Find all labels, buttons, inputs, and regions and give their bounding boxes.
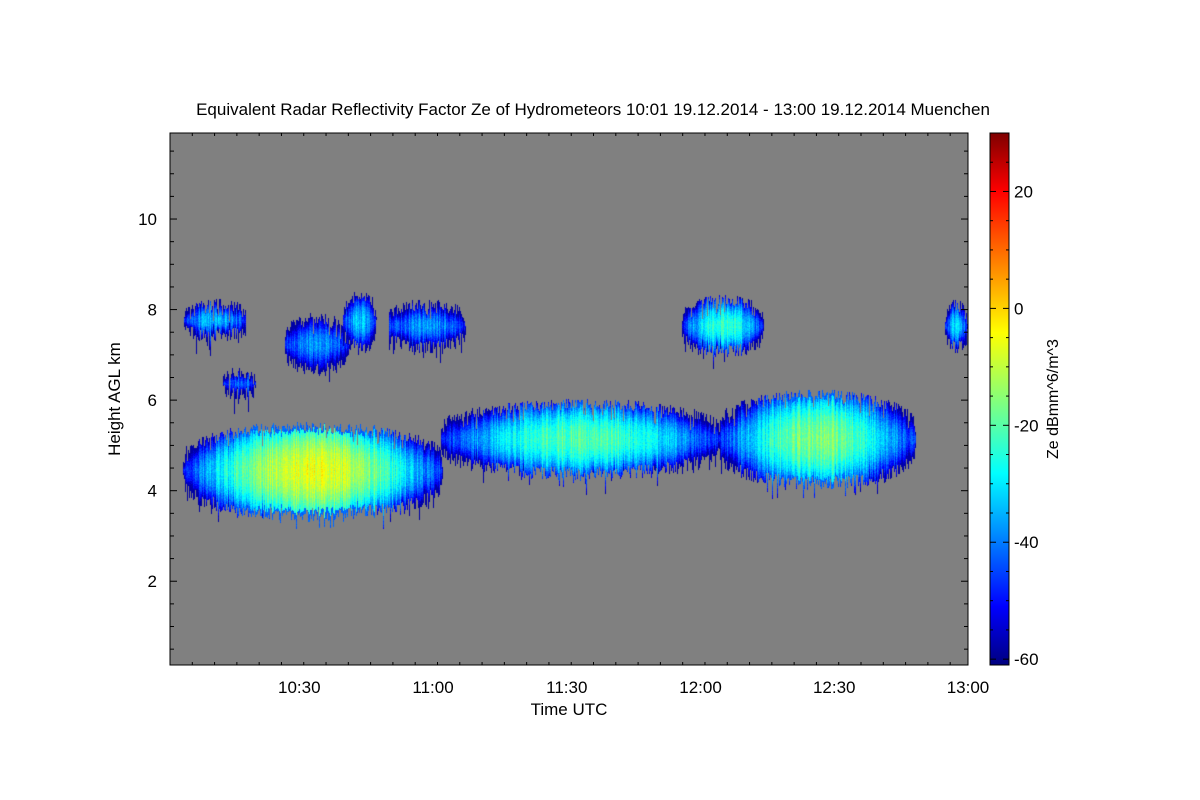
colorbar-label: Ze dBmm^6/m^3	[1045, 339, 1062, 459]
colorbar-gradient	[989, 132, 1010, 666]
colorbar-tick-label: -60	[1014, 650, 1039, 669]
x-axis: 10:30 11:00 11:30 12:00 12:30 13:00	[169, 133, 990, 697]
x-axis-label: Time UTC	[531, 700, 608, 719]
y-tick-label: 4	[148, 482, 157, 501]
y-tick-label: 8	[148, 301, 157, 320]
x-tick-label: 12:30	[813, 678, 856, 697]
colorbar-ticks: -60 -40 -20 0 20	[990, 132, 1039, 669]
x-tick-label: 11:30	[546, 678, 587, 697]
colorbar-tick-label: 20	[1014, 182, 1033, 201]
chart-title: Equivalent Radar Reflectivity Factor Ze …	[196, 100, 990, 119]
y-axis-label: Height AGL km	[105, 342, 124, 456]
y-tick-label: 6	[148, 391, 157, 410]
plot-frame	[169, 132, 969, 666]
x-tick-label: 12:00	[679, 678, 722, 697]
x-tick-label: 10:30	[278, 678, 321, 697]
y-tick-label: 10	[138, 210, 157, 229]
x-tick-label: 11:00	[412, 678, 453, 697]
colorbar-tick-label: -20	[1014, 416, 1039, 435]
colorbar	[989, 132, 1010, 666]
colorbar-tick-label: 0	[1014, 299, 1023, 318]
y-tick-label: 2	[148, 572, 157, 591]
x-tick-label: 13:00	[947, 678, 990, 697]
reflectivity-heatmap	[170, 133, 968, 665]
colorbar-tick-label: -40	[1014, 533, 1039, 552]
y-axis: 2 4 6 8 10	[138, 150, 968, 650]
